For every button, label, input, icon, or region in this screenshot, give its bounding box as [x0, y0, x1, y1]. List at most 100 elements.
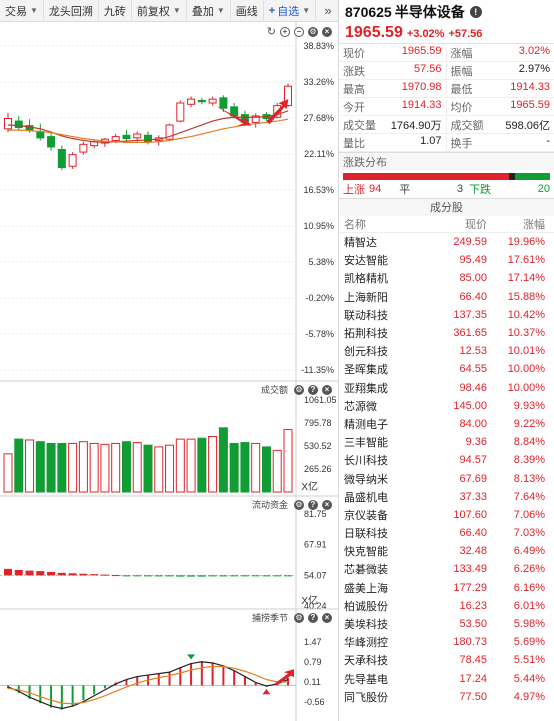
- price-cell: 249.59: [453, 236, 487, 249]
- chart-area[interactable]: 38.83% 33.26% 27.68% 22.11% 16.53% 10.95% 5.38…: [0, 22, 338, 721]
- change-percent: +3.02%: [406, 28, 445, 40]
- table-row[interactable]: 芯源微 145.00 9.93%: [339, 397, 554, 415]
- candle-body: [208, 98, 217, 104]
- y-tick-label: 5.38%: [308, 257, 334, 267]
- flow-close-icon[interactable]: ×: [322, 499, 332, 510]
- stat-value: 2.97%: [518, 62, 550, 75]
- volume-panel-title: 成交额: [260, 385, 288, 395]
- flow-settings-icon[interactable]: ⚙: [294, 499, 304, 510]
- price-cell: 137.35: [453, 308, 487, 321]
- stat-cell-right: 换手 -: [447, 135, 554, 151]
- header-name[interactable]: 名称: [344, 219, 366, 231]
- toolbar-item-label: 前复权: [136, 5, 170, 18]
- header-pct[interactable]: 涨幅: [523, 219, 545, 231]
- table-row[interactable]: 盛美上海 177.29 6.16%: [339, 579, 554, 597]
- volume-bar: [240, 442, 250, 493]
- change-cell: 6.01%: [513, 599, 545, 612]
- chart-canvas[interactable]: 38.83% 33.26% 27.68% 22.11% 16.53% 10.95% 5.38…: [0, 22, 338, 721]
- price-cell: 145.00: [453, 399, 487, 412]
- toolbar-item-3[interactable]: 前复权 ▼: [132, 0, 187, 22]
- stat-cell-left: 成交量 1764.90万: [339, 116, 447, 133]
- volume-help-icon[interactable]: ?: [308, 384, 318, 395]
- flow-bar: [57, 572, 66, 576]
- table-row[interactable]: 华峰测控 180.73 5.69%: [339, 633, 554, 651]
- toolbar-item-5[interactable]: 画线: [231, 0, 264, 22]
- candle-body: [197, 99, 206, 103]
- table-row[interactable]: 同飞股份 77.50 4.97%: [339, 688, 554, 706]
- refresh-icon[interactable]: ↻: [266, 26, 276, 38]
- change-cell: 10.42%: [507, 308, 545, 321]
- osc-help-icon[interactable]: ?: [308, 612, 318, 623]
- stat-value: 1764.90万: [390, 119, 442, 132]
- stat-label: 涨幅: [450, 47, 473, 60]
- table-row[interactable]: 联动科技 137.35 10.42%: [339, 306, 554, 324]
- volume-bar: [132, 442, 142, 493]
- volume-close-icon[interactable]: ×: [322, 384, 332, 395]
- table-row[interactable]: 安达智能 95.49 17.61%: [339, 251, 554, 269]
- remove-indicator-icon[interactable]: −: [294, 26, 304, 37]
- toolbar-item-6[interactable]: + 自选 ▼: [264, 0, 317, 22]
- osc-close-icon[interactable]: ×: [322, 612, 332, 623]
- flow-help-icon[interactable]: ?: [308, 499, 318, 510]
- change-cell: 15.88%: [507, 290, 545, 303]
- table-row[interactable]: 凯格精机 85.00 17.14%: [339, 269, 554, 287]
- table-row[interactable]: 上海新阳 66.40 15.88%: [339, 288, 554, 306]
- table-row[interactable]: 柏诚股份 16.23 6.01%: [339, 597, 554, 615]
- stock-name-cell: 芯源微: [344, 400, 377, 413]
- y-tick-label: 22.11%: [304, 149, 334, 159]
- candle-body: [14, 120, 23, 129]
- change-cell: 7.64%: [513, 490, 545, 503]
- table-row[interactable]: 创元科技 12.53 10.01%: [339, 342, 554, 360]
- toolbar-item-label: 龙头回溯: [48, 5, 93, 18]
- settings-icon[interactable]: ⚙: [308, 26, 318, 37]
- change-cell: 19.96%: [507, 236, 545, 249]
- table-row[interactable]: 长川科技 94.57 8.39%: [339, 451, 554, 469]
- table-row[interactable]: 三丰智能 9.36 8.84%: [339, 433, 554, 451]
- candle-body: [251, 115, 260, 123]
- toolbar-item-0[interactable]: 交易 ▼: [0, 0, 44, 22]
- table-row[interactable]: 日联科技 66.40 7.03%: [339, 524, 554, 542]
- stock-name-cell: 长川科技: [344, 455, 388, 468]
- table-row[interactable]: 芯碁微装 133.49 6.26%: [339, 560, 554, 578]
- volume-bar: [46, 442, 56, 493]
- info-icon[interactable]: !: [469, 6, 482, 18]
- price-cell: 67.69: [459, 472, 487, 485]
- toolbar-item-4[interactable]: 叠加 ▼: [187, 0, 231, 22]
- table-row[interactable]: 美埃科技 53.50 5.98%: [339, 615, 554, 633]
- change-cell: 9.93%: [513, 399, 545, 412]
- change-cell: 7.03%: [513, 527, 545, 540]
- osc-tick-label: 1.47: [304, 637, 322, 647]
- price-cell: 95.49: [459, 254, 487, 267]
- table-row[interactable]: 亚翔集成 98.46 10.00%: [339, 379, 554, 397]
- volume-bar: [197, 437, 207, 493]
- add-indicator-icon[interactable]: +: [280, 26, 290, 37]
- up-marker-icon: [262, 688, 271, 695]
- stock-name-cell: 柏诚股份: [344, 600, 388, 613]
- flow-bar: [230, 575, 239, 577]
- table-row[interactable]: 先导基电 17.24 5.44%: [339, 670, 554, 688]
- close-icon[interactable]: ×: [322, 26, 332, 37]
- toolbar-item-2[interactable]: 九砖: [99, 0, 132, 22]
- flow-bar: [262, 575, 271, 577]
- flow-unit-label: X亿: [301, 596, 318, 607]
- table-row[interactable]: 精测电子 84.00 9.22%: [339, 415, 554, 433]
- table-row[interactable]: 拓荆科技 361.65 10.37%: [339, 324, 554, 342]
- table-row[interactable]: 晶盛机电 37.33 7.64%: [339, 488, 554, 506]
- header-price[interactable]: 现价: [465, 219, 487, 231]
- table-row[interactable]: 快克智能 32.48 6.49%: [339, 542, 554, 560]
- table-row[interactable]: 京仪装备 107.60 7.06%: [339, 506, 554, 524]
- osc-settings-icon[interactable]: ⚙: [294, 612, 304, 623]
- more-icon[interactable]: »: [324, 3, 332, 18]
- chevron-down-icon: ▼: [216, 6, 225, 15]
- volume-settings-icon[interactable]: ⚙: [294, 384, 304, 395]
- table-row[interactable]: 微导纳米 67.69 8.13%: [339, 469, 554, 487]
- components-title: 成分股: [339, 198, 554, 216]
- toolbar-item-1[interactable]: 龙头回溯: [44, 0, 99, 22]
- table-row[interactable]: 精智达 249.59 19.96%: [339, 233, 554, 251]
- price-cell: 85.00: [459, 272, 487, 285]
- table-row[interactable]: 天承科技 78.45 5.51%: [339, 651, 554, 669]
- volume-bar: [3, 453, 13, 493]
- osc-tick-label: 0.79: [304, 657, 322, 667]
- table-row[interactable]: 圣晖集成 64.55 10.00%: [339, 360, 554, 378]
- stat-cell-right: 成交额 598.06亿: [447, 117, 554, 133]
